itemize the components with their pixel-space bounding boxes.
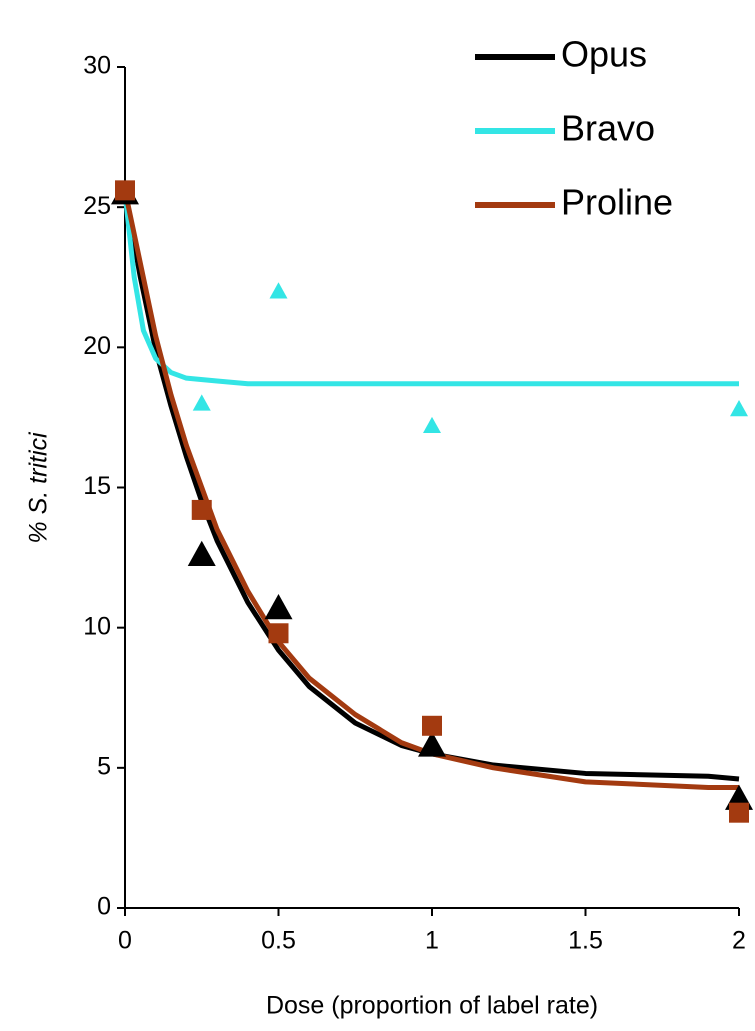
data-point bbox=[188, 541, 216, 566]
y-tick-label: 25 bbox=[83, 192, 111, 220]
y-tick-label: 0 bbox=[97, 893, 111, 921]
y-tick-label: 20 bbox=[83, 332, 111, 360]
y-axis-title: % S. tritici bbox=[25, 431, 53, 544]
data-point bbox=[269, 623, 289, 643]
y-tick-label: 15 bbox=[83, 472, 111, 500]
data-point bbox=[422, 716, 442, 736]
x-tick-label: 1.5 bbox=[568, 927, 603, 955]
y-tick-label: 5 bbox=[97, 752, 111, 780]
data-point bbox=[729, 803, 749, 823]
y-tick-label: 10 bbox=[83, 612, 111, 640]
fit-line bbox=[125, 193, 739, 779]
fit-line bbox=[125, 190, 739, 787]
data-point bbox=[265, 594, 293, 619]
data-point bbox=[270, 282, 288, 298]
data-point bbox=[192, 500, 212, 520]
legend-label: Opus bbox=[561, 34, 647, 75]
data-point bbox=[193, 394, 211, 410]
x-tick-label: 1 bbox=[425, 927, 439, 955]
x-tick-label: 0.5 bbox=[261, 927, 296, 955]
data-point bbox=[730, 400, 748, 416]
x-axis-title: Dose (proportion of label rate) bbox=[266, 992, 598, 1020]
legend-label: Proline bbox=[561, 182, 673, 223]
legend-label: Bravo bbox=[561, 108, 655, 149]
y-tick-label: 30 bbox=[83, 52, 111, 80]
data-point bbox=[115, 180, 135, 200]
chart: Dose (proportion of label rate) % S. tri… bbox=[0, 0, 755, 1031]
x-tick-label: 0 bbox=[118, 927, 132, 955]
data-point bbox=[423, 417, 441, 433]
x-tick-label: 2 bbox=[732, 927, 746, 955]
